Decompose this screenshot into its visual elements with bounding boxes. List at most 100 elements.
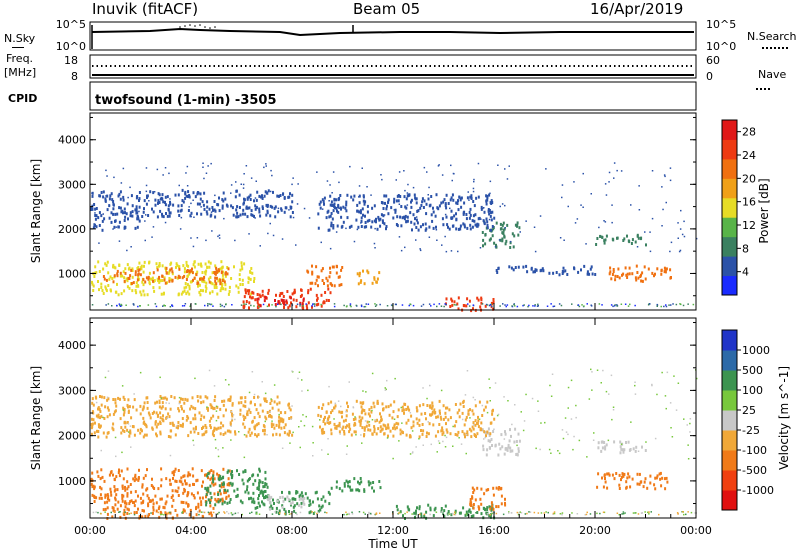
data-cell — [480, 487, 483, 491]
ground-cell — [226, 511, 228, 513]
data-cell — [255, 408, 258, 412]
data-cell — [108, 473, 111, 477]
data-cell — [463, 423, 466, 427]
data-cell — [279, 411, 282, 415]
data-cell — [462, 400, 465, 404]
colorbar-tick-label: 28 — [742, 126, 756, 139]
data-cell — [328, 228, 331, 232]
data-cell — [265, 191, 268, 195]
data-cell — [286, 301, 288, 305]
ground-cell — [546, 305, 549, 307]
data-cell — [620, 478, 622, 482]
data-cell — [93, 495, 96, 499]
data-cell — [91, 485, 94, 489]
data-cell — [481, 428, 484, 432]
scatter-cell — [265, 165, 267, 167]
ground-cell — [583, 305, 585, 307]
velocity-colorbar-label: Velocity [m s^-1] — [777, 366, 791, 470]
data-cell — [161, 212, 163, 216]
noise-tick-left-top: 10^5 — [56, 18, 86, 31]
data-cell — [146, 468, 148, 472]
data-cell — [196, 191, 199, 194]
data-cell — [397, 408, 400, 412]
data-cell — [428, 225, 431, 229]
scatter-cell — [503, 438, 506, 440]
data-cell — [242, 422, 245, 426]
data-cell — [438, 399, 441, 403]
data-cell — [358, 482, 361, 486]
scatter-cell — [472, 187, 475, 190]
data-cell — [649, 481, 652, 485]
data-cell — [119, 197, 122, 201]
data-cell — [190, 211, 193, 215]
ground-cell — [351, 513, 354, 515]
data-cell — [420, 429, 422, 432]
data-cell — [426, 404, 429, 407]
data-cell — [514, 427, 517, 431]
data-cell — [333, 197, 336, 201]
scatter-cell — [186, 165, 189, 168]
data-cell — [151, 477, 153, 481]
data-cell — [636, 472, 639, 476]
data-cell — [366, 210, 369, 214]
data-cell — [138, 219, 141, 223]
scatter-cell — [320, 241, 322, 244]
data-cell — [248, 497, 250, 501]
data-cell — [144, 280, 147, 284]
data-cell — [123, 410, 126, 414]
freq-label: Freq. — [6, 52, 34, 65]
ground-cell — [550, 303, 552, 305]
data-cell — [359, 280, 362, 284]
ground-cell — [543, 512, 546, 514]
data-cell — [262, 429, 264, 433]
data-cell — [641, 279, 644, 283]
scatter-cell — [235, 181, 237, 183]
ground-cell — [299, 511, 302, 514]
scatter-cell — [127, 196, 129, 199]
data-cell — [207, 476, 209, 480]
freq-tick-right-top: 60 — [706, 54, 720, 67]
data-cell — [323, 430, 325, 434]
ground-cell — [92, 511, 95, 514]
scatter-cell — [428, 186, 430, 189]
scatter-cell — [190, 237, 192, 239]
data-cell — [356, 209, 359, 213]
data-cell — [317, 226, 320, 230]
data-cell — [562, 266, 565, 270]
data-cell — [181, 276, 184, 280]
data-cell — [98, 194, 101, 198]
ground-cell — [333, 303, 336, 305]
data-cell — [284, 206, 287, 210]
scatter-cell — [223, 217, 225, 220]
scatter-cell — [112, 228, 114, 230]
data-cell — [596, 237, 599, 240]
data-cell — [500, 502, 503, 506]
scatter-cell — [415, 239, 417, 241]
data-cell — [379, 224, 382, 228]
data-cell — [406, 194, 409, 198]
data-cell — [470, 501, 473, 505]
data-cell — [119, 190, 122, 194]
data-cell — [456, 411, 459, 415]
data-cell — [442, 223, 445, 227]
data-cell — [148, 513, 151, 516]
scatter-cell — [292, 177, 294, 179]
data-cell — [458, 195, 461, 199]
data-cell — [160, 497, 163, 501]
data-cell — [295, 305, 298, 309]
data-cell — [346, 216, 349, 220]
data-cell — [380, 201, 383, 204]
data-cell — [402, 514, 404, 518]
scatter-cell — [165, 402, 167, 404]
scatter-cell — [472, 190, 475, 193]
data-cell — [130, 499, 133, 503]
data-cell — [417, 228, 420, 232]
data-cell — [148, 282, 151, 286]
data-cell — [485, 194, 488, 198]
data-cell — [222, 287, 225, 291]
ground-cell — [146, 513, 149, 516]
data-cell — [364, 412, 367, 416]
scatter-cell — [129, 425, 132, 427]
data-cell — [141, 483, 144, 487]
data-cell — [136, 217, 139, 221]
